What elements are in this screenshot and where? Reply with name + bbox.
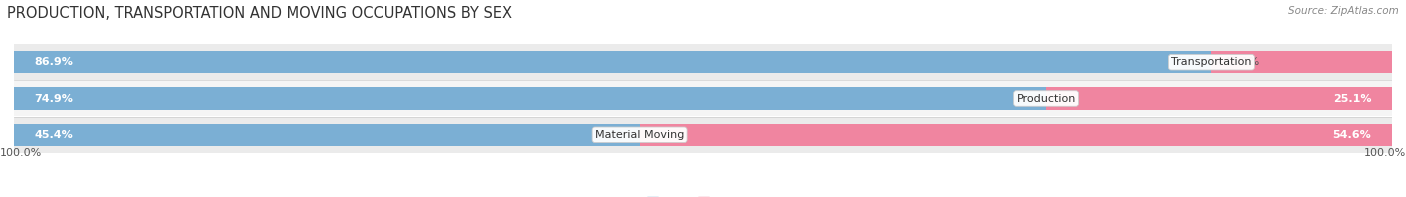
Bar [14, 117, 1392, 152]
Legend: Male, Female: Male, Female [643, 193, 763, 197]
Text: 54.6%: 54.6% [1333, 130, 1371, 140]
Text: 25.1%: 25.1% [1333, 94, 1371, 103]
Text: 45.4%: 45.4% [35, 130, 73, 140]
Text: Production: Production [1017, 94, 1076, 103]
Bar [14, 45, 1392, 80]
Text: 100.0%: 100.0% [0, 148, 42, 158]
Text: Transportation: Transportation [1171, 57, 1251, 67]
Text: 13.1%: 13.1% [1225, 57, 1260, 67]
Bar [14, 81, 1392, 116]
Text: 86.9%: 86.9% [35, 57, 73, 67]
Bar [640, 124, 1392, 146]
Bar [1212, 51, 1392, 73]
Bar [1046, 87, 1392, 110]
Bar [14, 87, 1046, 110]
Text: PRODUCTION, TRANSPORTATION AND MOVING OCCUPATIONS BY SEX: PRODUCTION, TRANSPORTATION AND MOVING OC… [7, 6, 512, 21]
Text: 74.9%: 74.9% [35, 94, 73, 103]
Bar [14, 51, 1212, 73]
Text: Source: ZipAtlas.com: Source: ZipAtlas.com [1288, 6, 1399, 16]
Bar [14, 124, 640, 146]
Text: 100.0%: 100.0% [1364, 148, 1406, 158]
Text: Material Moving: Material Moving [595, 130, 685, 140]
